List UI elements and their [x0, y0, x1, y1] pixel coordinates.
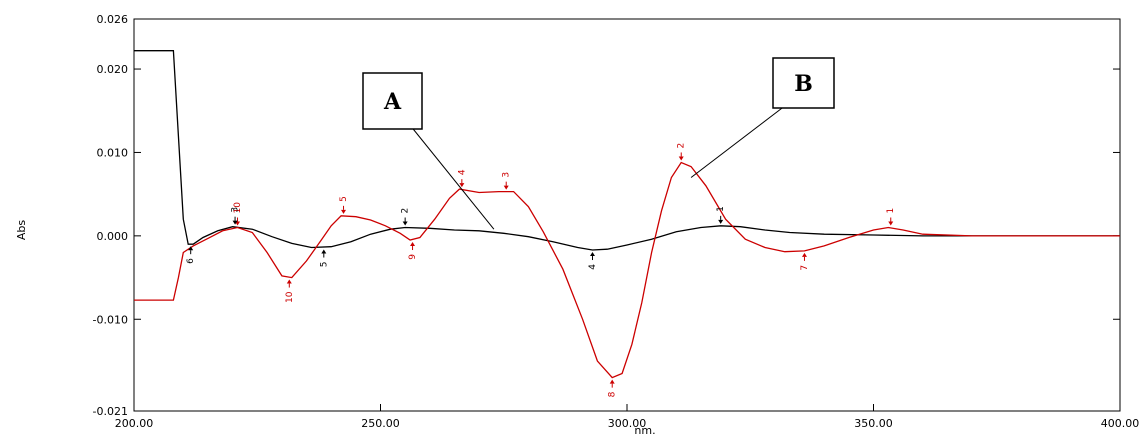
- valley-marker: [801, 252, 807, 257]
- peak-marker: [232, 220, 238, 225]
- callout-label-b: B: [794, 71, 813, 97]
- y-tick-label: 0.020: [97, 63, 129, 76]
- valley-label: 5: [319, 262, 329, 268]
- valley-label: 6: [186, 258, 196, 264]
- series-line-red: [134, 161, 1120, 379]
- valley-label: 4: [588, 264, 598, 270]
- peak-marker: [341, 209, 347, 214]
- valley-marker: [609, 379, 615, 384]
- valley-marker: [410, 242, 416, 247]
- valley-label: 10: [285, 291, 295, 303]
- peak-label: 4: [457, 169, 467, 175]
- x-tick-label: 350.00: [854, 417, 893, 430]
- series-line-black: [134, 50, 1120, 251]
- callout-label-a: A: [383, 89, 402, 115]
- x-tick-label: 200.00: [115, 417, 154, 430]
- valley-marker: [286, 279, 292, 284]
- peak-marker: [503, 185, 509, 190]
- peak-label: 2: [677, 143, 687, 149]
- peak-label: 3: [502, 172, 512, 178]
- x-tick-label: 300.00: [608, 417, 647, 430]
- valley-marker: [589, 252, 595, 257]
- peak-label: 2: [401, 208, 411, 214]
- peak-marker: [888, 221, 894, 226]
- y-tick-label: 0.000: [97, 230, 129, 243]
- peak-marker: [459, 183, 465, 188]
- y-tick-label: 0.010: [97, 146, 129, 159]
- valley-marker: [321, 249, 327, 254]
- callout-line-a: [412, 128, 495, 230]
- valley-label: 8: [608, 391, 618, 397]
- peak-marker: [402, 221, 408, 226]
- valley-label: 9: [408, 254, 418, 260]
- peak-label: 5: [339, 196, 349, 202]
- peak-label: 1: [716, 206, 726, 212]
- peak-label: 1: [886, 208, 896, 214]
- y-tick-label: -0.010: [93, 313, 128, 326]
- valley-label: 7: [800, 265, 810, 271]
- valley-marker: [188, 246, 194, 251]
- x-tick-label: 400.00: [1101, 417, 1140, 430]
- peak-marker: [678, 156, 684, 161]
- y-tick-label: -0.021: [93, 405, 128, 418]
- callout-box-a: [362, 72, 423, 130]
- y-axis-label: Abs: [15, 220, 28, 241]
- peak-label: 10: [233, 202, 243, 214]
- y-tick-label: 0.026: [97, 13, 129, 26]
- x-axis-label: nm.: [634, 424, 655, 435]
- callout-line-b: [690, 107, 783, 178]
- x-tick-label: 250.00: [361, 417, 400, 430]
- peak-marker: [718, 219, 724, 224]
- callout-box-b: [772, 57, 835, 109]
- peak-label: 3: [231, 207, 241, 213]
